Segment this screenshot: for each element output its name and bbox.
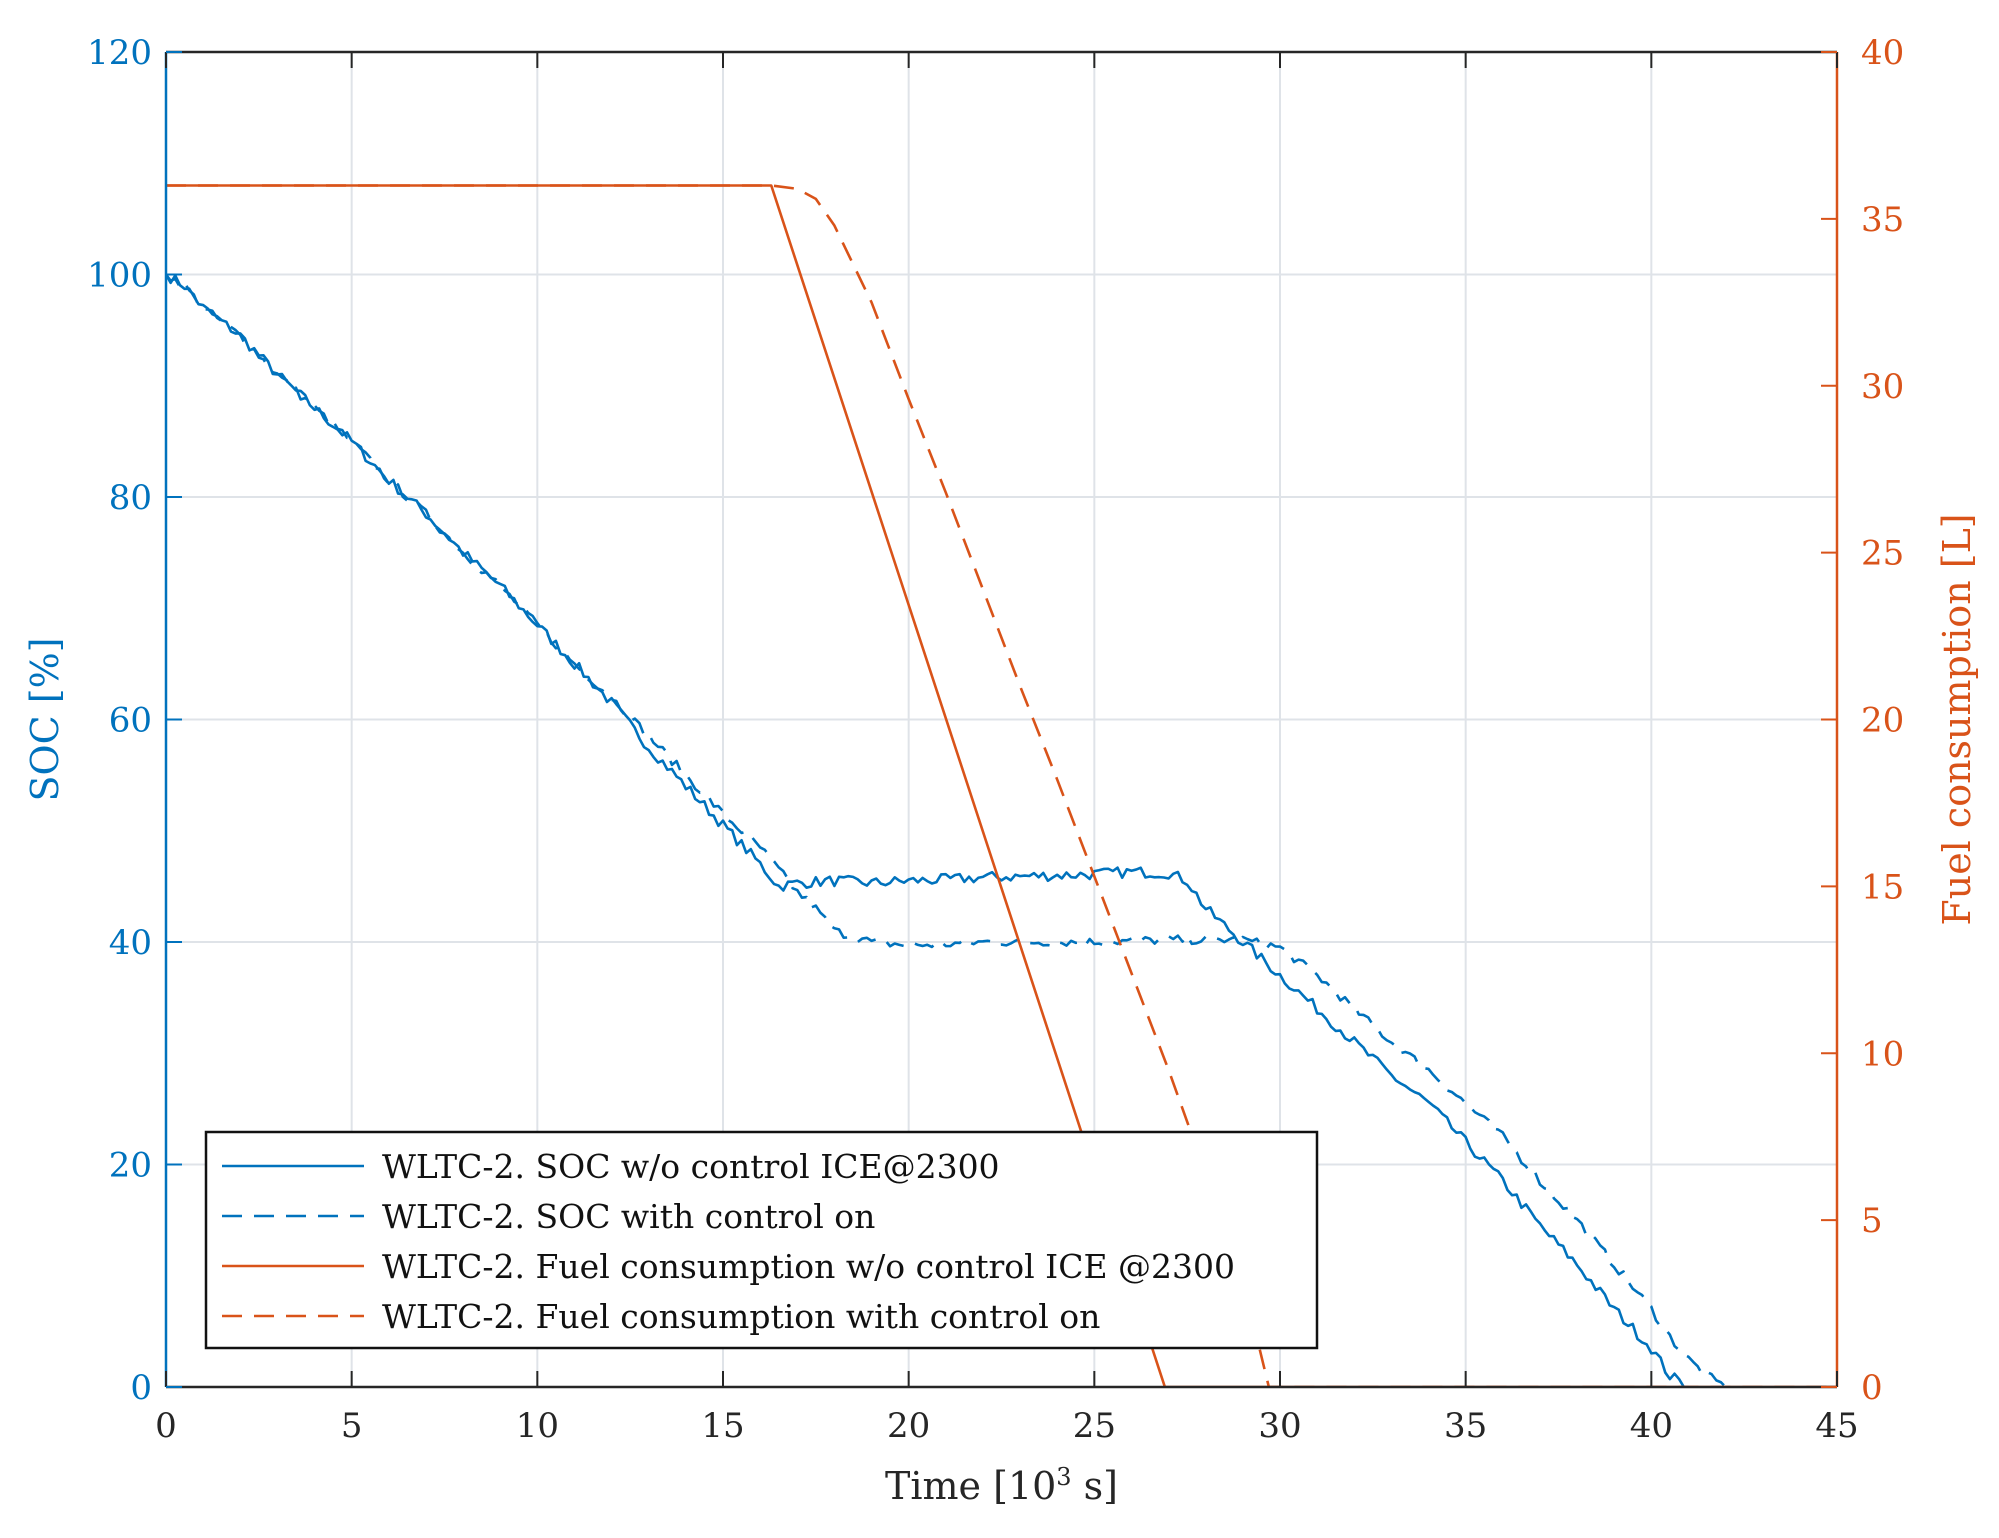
x-tick-label: 45 — [1815, 1406, 1858, 1446]
legend-label-2: WLTC-2. SOC with control on — [382, 1197, 875, 1236]
x-tick-label: 5 — [341, 1406, 363, 1446]
y-left-tick-label: 60 — [109, 701, 152, 741]
y-axis-left-label: SOC [%] — [23, 637, 67, 801]
series-line-4 — [166, 184, 1837, 1387]
ticks: 0 5 10 15 20 25 30 35 40 450204060801001200510152… — [87, 33, 1904, 1446]
x-tick-label: 35 — [1444, 1406, 1487, 1446]
y-axis-right-label: Fuel consumption [L] — [1935, 513, 1979, 925]
y-right-tick-label: 15 — [1861, 867, 1904, 907]
grid — [166, 52, 1837, 1387]
x-tick-label: 10 — [516, 1406, 559, 1446]
legend-label-3: WLTC-2. Fuel consumption w/o control ICE… — [382, 1247, 1235, 1286]
y-right-tick-label: 40 — [1861, 33, 1904, 73]
y-left-tick-label: 20 — [109, 1146, 152, 1186]
x-tick-label: 40 — [1630, 1406, 1673, 1446]
y-right-tick-label: 20 — [1861, 701, 1904, 741]
x-tick-label: 15 — [701, 1406, 744, 1446]
x-tick-label: 30 — [1258, 1406, 1301, 1446]
legend: WLTC-2. SOC w/o control ICE@2300 WLTC-2. … — [204, 1130, 1319, 1350]
legend-box — [204, 1130, 1319, 1350]
y-left-tick-label: 100 — [87, 256, 152, 296]
series-line-2 — [166, 273, 1727, 1387]
legend-label-1: WLTC-2. SOC w/o control ICE@2300 — [382, 1147, 1000, 1186]
y-left-tick-label: 80 — [109, 478, 152, 518]
y-left-tick-label: 0 — [130, 1368, 152, 1408]
x-tick-label: 20 — [887, 1406, 930, 1446]
y-right-tick-label: 30 — [1861, 367, 1904, 407]
series-layer — [166, 184, 1837, 1387]
x-tick-label: 0 — [155, 1406, 177, 1446]
y-right-tick-label: 5 — [1861, 1201, 1883, 1241]
y-right-tick-label: 0 — [1861, 1368, 1883, 1408]
y-left-tick-label: 120 — [87, 33, 152, 73]
y-right-tick-label: 35 — [1861, 200, 1904, 240]
x-axis-label: Time [103 s] — [885, 1463, 1118, 1508]
legend-label-4: WLTC-2. Fuel consumption with control on — [382, 1297, 1100, 1336]
y-right-tick-label: 10 — [1861, 1034, 1904, 1074]
y-left-tick-label: 40 — [109, 923, 152, 963]
x-tick-label: 25 — [1073, 1406, 1116, 1446]
y-right-tick-label: 25 — [1861, 534, 1904, 574]
